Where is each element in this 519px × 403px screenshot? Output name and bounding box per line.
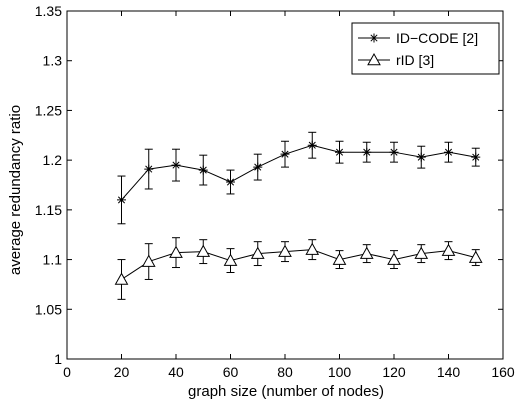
legend-item: ID−CODE [2]: [358, 30, 478, 46]
data-point-triangle: [114, 272, 129, 285]
data-point-triangle: [196, 244, 211, 257]
x-tick-label: 20: [114, 364, 130, 380]
data-point-asterisk: [226, 177, 235, 187]
data-point-triangle: [141, 254, 156, 267]
data-point-asterisk: [444, 147, 453, 157]
data-point-triangle: [359, 246, 374, 259]
legend-label: rID [3]: [396, 52, 434, 68]
y-tick-label: 1.2: [43, 152, 63, 168]
series-line: [121, 144, 476, 201]
x-tick-label: 100: [328, 364, 352, 380]
series-line: [121, 249, 476, 280]
x-tick-label: 140: [437, 364, 461, 380]
data-point-triangle: [278, 244, 292, 257]
y-tick-label: 1.1: [43, 252, 63, 268]
legend-label: ID−CODE [2]: [396, 30, 478, 46]
x-axis-label: graph size (number of nodes): [188, 383, 384, 400]
data-point-asterisk: [389, 147, 399, 157]
y-tick-label: 1.15: [35, 202, 62, 218]
data-point-asterisk: [144, 164, 154, 174]
x-tick-label: 0: [63, 364, 71, 380]
y-axis-label: average redundancy ratio: [7, 105, 24, 275]
x-tick-label: 160: [491, 364, 515, 380]
x-tick-label: 40: [168, 364, 184, 380]
data-point-asterisk: [117, 195, 126, 205]
legend-item: rID [3]: [358, 52, 434, 68]
legend: ID−CODE [2] rID [3]: [351, 22, 500, 75]
data-point-asterisk: [171, 160, 181, 170]
y-tick-label: 1.35: [35, 3, 62, 19]
legend-marker-triangle: [367, 52, 381, 66]
x-tick-label: 60: [223, 364, 239, 380]
y-tick-label: 1.25: [35, 102, 62, 118]
series-1: [117, 131, 481, 225]
y-tick-label: 1.05: [35, 301, 62, 317]
data-point-asterisk: [416, 152, 426, 162]
y-tick-label: 1: [54, 351, 62, 367]
data-point-triangle: [414, 246, 429, 259]
x-tick-label: 80: [277, 364, 293, 380]
data-point-asterisk: [471, 152, 481, 162]
series-layer: [114, 131, 483, 300]
data-point-triangle: [250, 246, 265, 259]
data-point-asterisk: [198, 165, 208, 175]
y-tick-label: 1.3: [43, 53, 63, 69]
data-point-triangle: [468, 250, 483, 263]
axis-ticks: 0 20 40 60 80 100 120 140 160 1 1.05 1.1 1.15 1.2 1.25…: [35, 3, 515, 380]
data-point-triangle: [441, 243, 456, 256]
data-point-asterisk: [280, 149, 290, 159]
data-point-triangle: [305, 242, 320, 255]
data-point-asterisk: [307, 140, 317, 150]
data-point-triangle: [332, 252, 347, 265]
data-point-triangle: [387, 252, 401, 265]
data-point-triangle: [223, 253, 238, 266]
legend-box: [351, 22, 500, 75]
series-2: [114, 237, 483, 300]
data-point-asterisk: [362, 147, 372, 157]
data-point-asterisk: [335, 147, 344, 157]
data-point-asterisk: [253, 162, 263, 172]
x-tick-label: 120: [382, 364, 406, 380]
legend-marker-asterisk: [369, 33, 379, 43]
data-point-triangle: [169, 245, 183, 258]
